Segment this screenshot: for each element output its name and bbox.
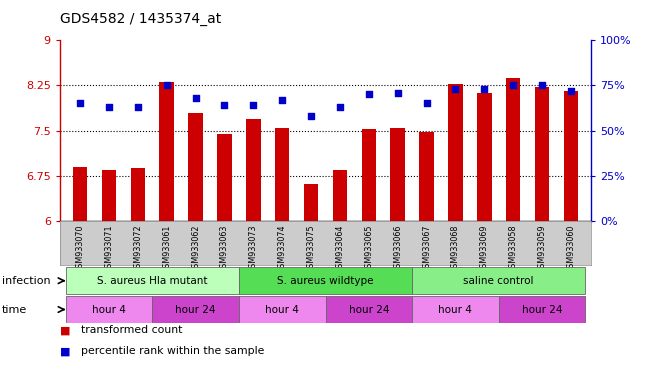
Bar xyxy=(564,91,578,221)
Bar xyxy=(477,93,492,221)
Bar xyxy=(188,113,203,221)
Point xyxy=(248,102,258,108)
Point xyxy=(450,86,461,92)
Text: S. aureus wildtype: S. aureus wildtype xyxy=(277,276,374,286)
Bar xyxy=(239,296,326,323)
Bar xyxy=(419,132,434,221)
Text: hour 4: hour 4 xyxy=(439,305,473,314)
Bar xyxy=(333,170,347,221)
Bar xyxy=(152,296,239,323)
Point xyxy=(277,97,287,103)
Text: hour 24: hour 24 xyxy=(175,305,216,314)
Point xyxy=(393,89,403,96)
Text: GSM933068: GSM933068 xyxy=(451,224,460,273)
Text: infection: infection xyxy=(2,276,51,286)
Text: transformed count: transformed count xyxy=(81,325,182,335)
Bar xyxy=(217,134,232,221)
Text: hour 4: hour 4 xyxy=(92,305,126,314)
Text: GSM933065: GSM933065 xyxy=(365,224,373,273)
Point xyxy=(75,101,85,107)
Text: time: time xyxy=(2,305,27,314)
Bar xyxy=(506,78,520,221)
Bar xyxy=(239,267,412,294)
Text: ■: ■ xyxy=(60,346,70,356)
Point xyxy=(508,83,518,89)
Bar xyxy=(102,170,116,221)
Bar xyxy=(412,296,499,323)
Point xyxy=(190,95,201,101)
Bar xyxy=(246,119,260,221)
Text: saline control: saline control xyxy=(464,276,534,286)
Point xyxy=(161,83,172,89)
Text: GSM933075: GSM933075 xyxy=(307,224,316,273)
Bar xyxy=(66,296,152,323)
Bar xyxy=(131,169,145,221)
Text: GSM933064: GSM933064 xyxy=(335,224,344,273)
Point xyxy=(566,88,576,94)
Bar xyxy=(391,127,405,221)
Bar xyxy=(448,84,463,221)
Text: GSM933071: GSM933071 xyxy=(104,224,113,273)
Bar xyxy=(304,184,318,221)
Text: GSM933063: GSM933063 xyxy=(220,224,229,273)
Bar xyxy=(73,167,87,221)
Text: GDS4582 / 1435374_at: GDS4582 / 1435374_at xyxy=(60,12,221,25)
Text: GSM933062: GSM933062 xyxy=(191,224,200,273)
Text: GSM933072: GSM933072 xyxy=(133,224,143,273)
Text: hour 24: hour 24 xyxy=(522,305,562,314)
Point xyxy=(219,102,230,108)
Text: S. aureus Hla mutant: S. aureus Hla mutant xyxy=(97,276,208,286)
Text: hour 4: hour 4 xyxy=(265,305,299,314)
Text: GSM933059: GSM933059 xyxy=(538,224,547,273)
Bar xyxy=(159,83,174,221)
Bar xyxy=(535,87,549,221)
Text: GSM933070: GSM933070 xyxy=(76,224,85,273)
Point xyxy=(133,104,143,110)
Text: GSM933074: GSM933074 xyxy=(278,224,286,273)
Bar xyxy=(412,267,585,294)
Point xyxy=(364,91,374,98)
Point xyxy=(104,104,114,110)
Text: GSM933061: GSM933061 xyxy=(162,224,171,273)
Text: GSM933073: GSM933073 xyxy=(249,224,258,273)
Bar xyxy=(499,296,585,323)
Bar xyxy=(66,267,239,294)
Bar xyxy=(275,127,290,221)
Text: percentile rank within the sample: percentile rank within the sample xyxy=(81,346,264,356)
Text: GSM933067: GSM933067 xyxy=(422,224,431,273)
Text: GSM933069: GSM933069 xyxy=(480,224,489,273)
Point xyxy=(537,83,547,89)
Text: hour 24: hour 24 xyxy=(348,305,389,314)
Bar xyxy=(326,296,412,323)
Text: GSM933058: GSM933058 xyxy=(508,224,518,273)
Text: GSM933060: GSM933060 xyxy=(566,224,575,273)
Point xyxy=(421,101,432,107)
Point xyxy=(306,113,316,119)
Point xyxy=(335,104,345,110)
Text: GSM933066: GSM933066 xyxy=(393,224,402,273)
Point xyxy=(479,86,490,92)
Bar xyxy=(361,129,376,221)
Text: ■: ■ xyxy=(60,325,70,335)
